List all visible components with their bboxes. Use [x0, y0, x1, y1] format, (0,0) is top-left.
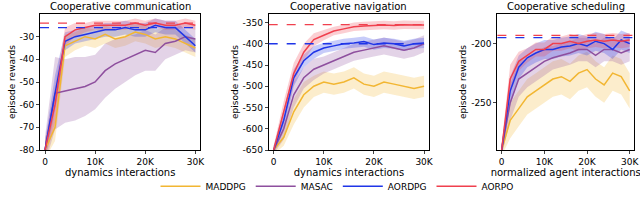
svg-text:dynamics interactions: dynamics interactions — [65, 167, 175, 178]
svg-text:-50: -50 — [19, 77, 34, 87]
svg-text:MASAC: MASAC — [301, 182, 333, 192]
svg-text:-80: -80 — [19, 145, 34, 155]
svg-text:-350: -350 — [242, 18, 263, 28]
svg-text:0: 0 — [42, 157, 48, 167]
svg-text:-250: -250 — [471, 98, 492, 108]
svg-text:10K: 10K — [315, 157, 333, 167]
svg-text:20K: 20K — [578, 157, 596, 167]
svg-text:normalized agent interactions: normalized agent interactions — [491, 167, 640, 178]
svg-text:Cooperative scheduling: Cooperative scheduling — [507, 1, 625, 12]
svg-text:0: 0 — [271, 157, 277, 167]
svg-text:-500: -500 — [242, 81, 263, 91]
svg-text:-650: -650 — [242, 145, 263, 155]
svg-text:20K: 20K — [365, 157, 383, 167]
svg-text:10K: 10K — [536, 157, 554, 167]
svg-text:-550: -550 — [242, 103, 263, 113]
svg-text:-40: -40 — [19, 54, 34, 64]
svg-text:episode rewards: episode rewards — [7, 45, 17, 119]
svg-text:-30: -30 — [19, 32, 34, 42]
svg-text:episode rewards: episode rewards — [458, 45, 468, 119]
svg-text:AORDPG: AORDPG — [388, 182, 427, 192]
svg-text:Cooperative navigation: Cooperative navigation — [290, 1, 407, 12]
svg-text:-70: -70 — [19, 122, 34, 132]
svg-text:20K: 20K — [137, 157, 155, 167]
svg-text:MADDPG: MADDPG — [206, 182, 246, 192]
svg-text:-60: -60 — [19, 100, 34, 110]
svg-text:-400: -400 — [242, 39, 263, 49]
svg-text:episode rewards: episode rewards — [230, 45, 240, 119]
svg-text:Cooperative communication: Cooperative communication — [50, 1, 191, 12]
svg-text:-200: -200 — [471, 39, 492, 49]
svg-text:30K: 30K — [415, 157, 433, 167]
svg-text:10K: 10K — [86, 157, 104, 167]
svg-text:dynamics interactions: dynamics interactions — [294, 167, 404, 178]
svg-text:30K: 30K — [621, 157, 639, 167]
svg-text:-450: -450 — [242, 60, 263, 70]
svg-text:-600: -600 — [242, 124, 263, 134]
svg-text:AORPO: AORPO — [481, 182, 513, 192]
svg-text:0: 0 — [499, 157, 505, 167]
svg-text:30K: 30K — [187, 157, 205, 167]
